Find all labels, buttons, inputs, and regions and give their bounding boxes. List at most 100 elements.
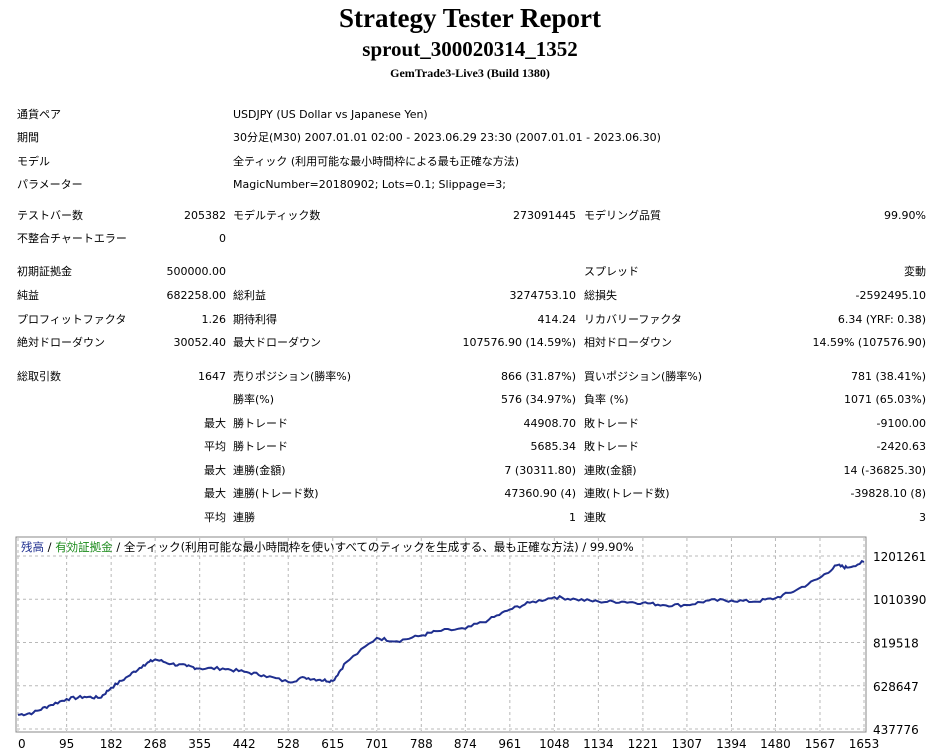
x-axis-ticks: 0 95 182 268 355 442 528 615 701 788 874 961 1048 113… [18, 737, 879, 751]
y-tick-label: 628647 [873, 680, 919, 694]
largest-word: 最大 [204, 417, 226, 430]
x-tick-label: 528 [277, 737, 300, 751]
bars-value: 205382 [184, 209, 226, 222]
spread-value: 変動 [904, 265, 926, 278]
y-tick-label: 1010390 [873, 593, 926, 607]
x-tick-label: 1394 [716, 737, 747, 751]
avg-consec-losses-label: 連敗 [584, 511, 606, 524]
model-label: モデル [17, 155, 50, 168]
trades-label: 総取引数 [17, 370, 61, 383]
max-consec-profit-label: 連勝(トレード数) [233, 487, 319, 500]
gross-loss-label: 総損失 [584, 289, 617, 302]
x-tick-label: 701 [365, 737, 388, 751]
build-info: GemTrade3-Live3 (Build 1380) [390, 66, 550, 80]
avg-win-label: 勝トレード [233, 440, 288, 453]
x-tick-label: 1567 [805, 737, 836, 751]
max-dd-label: 最大ドローダウン [233, 336, 321, 349]
params-label: パラメーター [17, 178, 83, 191]
y-axis-ticks: 1201261 1010390 819518 628647 437776 [873, 550, 926, 737]
winrate-label: 勝率(%) [233, 393, 275, 406]
avg-loss-value: -2420.63 [876, 440, 926, 453]
max-consec-loss-value: -39828.10 (8) [850, 487, 926, 500]
net-label: 純益 [17, 289, 39, 302]
legend-balance: 残高 [21, 540, 44, 554]
period-value: 30分足(M30) 2007.01.01 02:00 - 2023.06.29 … [233, 131, 661, 144]
model-value: 全ティック (利用可能な最小時間枠による最も正確な方法) [233, 155, 520, 168]
balance-chart: 残高 / 有効証拠金 / 全ティック(利用可能な最小時間枠を使いすべてのティック… [15, 536, 926, 751]
y-tick-label: 1201261 [873, 550, 926, 564]
expected-value: 414.24 [537, 313, 577, 326]
recovery-value: 6.34 (YRF: 0.38) [837, 313, 926, 326]
legend-equity: 有効証拠金 [55, 540, 113, 554]
x-tick-label: 788 [410, 737, 433, 751]
max-consec-losses-value: 14 (-36825.30) [843, 464, 926, 477]
x-tick-label: 874 [454, 737, 477, 751]
avg-consec-wins-value: 1 [569, 511, 576, 524]
lossrate-label: 負率 (%) [584, 393, 629, 406]
abs-dd-label: 絶対ドローダウン [17, 336, 105, 349]
avg-consec-word: 平均 [204, 511, 226, 524]
x-tick-label: 1480 [760, 737, 791, 751]
abs-dd-value: 30052.40 [173, 336, 227, 349]
x-tick-label: 1134 [583, 737, 614, 751]
max-consec-losses-label: 連敗(金額) [584, 464, 637, 477]
max-consec-wins-label: 連勝(金額) [233, 464, 286, 477]
svg-text:残高 / 有効証拠金 / 全ティック(利用可能な最小時間枠を: 残高 / 有効証拠金 / 全ティック(利用可能な最小時間枠を使いすべてのティック… [21, 540, 634, 554]
lossrate-value: 1071 (65.03%) [843, 393, 926, 406]
pair-value: USDJPY (US Dollar vs Japanese Yen) [233, 108, 428, 121]
short-label: 売りポジション(勝率%) [233, 370, 352, 383]
avg-consec-wins-label: 連勝 [233, 511, 255, 524]
bars-label: テストバー数 [17, 209, 83, 222]
x-tick-label: 1221 [628, 737, 659, 751]
max-consec-trades-word: 最大 [204, 487, 226, 500]
gross-profit-label: 総利益 [233, 289, 266, 302]
long-value: 781 (38.41%) [850, 370, 926, 383]
x-tick-label: 1307 [672, 737, 703, 751]
expected-label: 期待利得 [233, 313, 277, 326]
avg-win-value: 5685.34 [530, 440, 577, 453]
legend-separator: / [44, 540, 55, 554]
max-consec-wins-value: 7 (30311.80) [504, 464, 576, 477]
x-tick-label: 1653 [849, 737, 880, 751]
x-tick-label: 961 [498, 737, 521, 751]
plot-frame [15, 536, 867, 733]
avg-loss-label: 敗トレード [584, 440, 639, 453]
deposit-value: 500000.00 [166, 265, 227, 278]
mismatch-label: 不整合チャートエラー [17, 232, 127, 245]
gross-profit-value: 3274753.10 [509, 289, 576, 302]
chart-grid [17, 538, 865, 731]
legend-description: 全ティック(利用可能な最小時間枠を使いすべてのティックを生成する、最も正確な方法… [124, 540, 634, 554]
period-label: 期間 [17, 131, 39, 144]
pf-value: 1.26 [201, 313, 227, 326]
gross-loss-value: -2592495.10 [855, 289, 926, 302]
net-value: 682258.00 [166, 289, 227, 302]
x-tick-label: 0 [18, 737, 26, 751]
recovery-label: リカバリーファクタ [584, 313, 682, 326]
mismatch-value: 0 [219, 232, 226, 245]
pf-label: プロフィットファクタ [17, 313, 127, 326]
ticks-label: モデルティック数 [233, 209, 321, 222]
average-word: 平均 [204, 440, 226, 453]
max-consec-profit-value: 47360.90 (4) [504, 487, 576, 500]
short-value: 866 (31.87%) [500, 370, 576, 383]
max-consec-loss-label: 連敗(トレード数) [584, 487, 670, 500]
ticks-value: 273091445 [513, 209, 576, 222]
largest-loss-value: -9100.00 [876, 417, 926, 430]
x-tick-label: 268 [144, 737, 167, 751]
report-title: Strategy Tester Report [339, 3, 601, 33]
trades-value: 1647 [198, 370, 226, 383]
y-tick-label: 819518 [873, 637, 919, 651]
avg-consec-losses-value: 3 [919, 511, 926, 524]
rel-dd-value: 14.59% (107576.90) [812, 336, 926, 349]
legend-separator: / [113, 540, 124, 554]
largest-win-label: 勝トレード [233, 417, 288, 430]
params-value: MagicNumber=20180902; Lots=0.1; Slippage… [233, 178, 507, 191]
pair-label: 通貨ペア [17, 108, 61, 121]
max-dd-value: 107576.90 (14.59%) [462, 336, 576, 349]
long-label: 買いポジション(勝率%) [584, 370, 703, 383]
largest-loss-label: 敗トレード [584, 417, 639, 430]
x-tick-label: 1048 [539, 737, 570, 751]
x-tick-label: 95 [59, 737, 74, 751]
largest-win-value: 44908.70 [523, 417, 577, 430]
rel-dd-label: 相対ドローダウン [584, 336, 672, 349]
